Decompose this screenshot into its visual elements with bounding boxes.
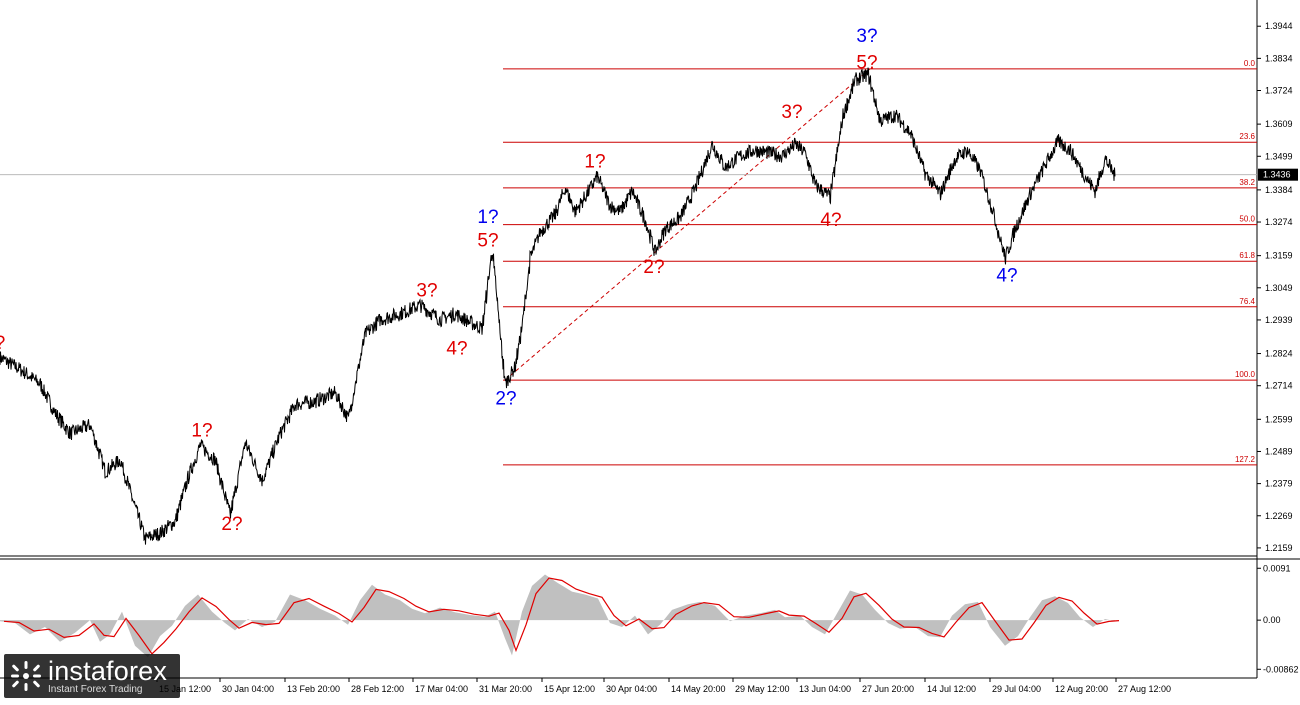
price-tick-label-11: 1.2714: [1265, 381, 1293, 391]
fib-label-0: 0.0: [1244, 59, 1256, 68]
logo-brand-text: instaforex: [48, 656, 168, 686]
wave-label-12: 3?: [856, 26, 877, 47]
wave-label-3: 3?: [416, 280, 437, 301]
time-tick-label-1: 30 Jan 04:00: [222, 684, 274, 694]
wave-label-4: 4?: [446, 339, 467, 360]
current-price-label: 1.3436: [1263, 170, 1291, 180]
wave-label-2: 2?: [221, 514, 242, 535]
fib-label-2: 38.2: [1239, 178, 1255, 187]
fib-label-3: 50.0: [1239, 215, 1255, 224]
time-tick-label-11: 27 Jun 20:00: [862, 684, 914, 694]
osc-tick-label-0: 0.0091: [1263, 563, 1291, 573]
price-tick-label-8: 1.3049: [1265, 283, 1293, 293]
time-tick-label-13: 29 Jul 04:00: [992, 684, 1041, 694]
price-tick-label-0: 1.3944: [1265, 21, 1293, 31]
time-tick-label-14: 12 Aug 20:00: [1055, 684, 1108, 694]
oscillator-histogram: [0, 574, 1115, 658]
wave-label-6: 5?: [477, 231, 498, 252]
time-tick-label-15: 27 Aug 12:00: [1118, 684, 1171, 694]
instaforex-logo: instaforex Instant Forex Trading: [4, 654, 180, 698]
wave-label-1: 1?: [191, 421, 212, 442]
osc-tick-label-1: 0.00: [1263, 615, 1281, 625]
price-tick-label-14: 1.2379: [1265, 479, 1293, 489]
time-tick-label-7: 30 Apr 04:00: [606, 684, 657, 694]
logo-tagline: Instant Forex Trading: [48, 684, 143, 695]
price-tick-label-16: 1.2159: [1265, 543, 1293, 553]
time-tick-label-9: 29 May 12:00: [735, 684, 790, 694]
fib-label-1: 23.6: [1239, 132, 1255, 141]
fib-label-4: 61.8: [1239, 251, 1255, 260]
wave-label-0: ?: [0, 333, 5, 354]
wave-label-10: 3?: [781, 102, 802, 123]
trend-line: [504, 68, 871, 381]
price-series-line: [0, 67, 1116, 545]
price-tick-label-10: 1.2824: [1265, 349, 1293, 359]
time-tick-label-4: 17 Mar 04:00: [415, 684, 468, 694]
fibonacci-layer: 0.0 23.6 38.2 50.0 61.8 76.4 100.0 127.2: [503, 59, 1257, 466]
price-tick-label-13: 1.2489: [1265, 446, 1293, 456]
price-tick-label-9: 1.2939: [1265, 315, 1293, 325]
price-tick-label-6: 1.3274: [1265, 217, 1293, 227]
time-tick-label-8: 14 May 20:00: [671, 684, 726, 694]
fib-label-6: 100.0: [1235, 370, 1256, 379]
wave-label-14: 4?: [996, 266, 1017, 287]
time-tick-label-12: 14 Jul 12:00: [927, 684, 976, 694]
wave-label-13: 5?: [856, 52, 877, 73]
price-tick-label-7: 1.3159: [1265, 251, 1293, 261]
price-tick-label-12: 1.2599: [1265, 414, 1293, 424]
wave-labels-layer: ? 1? 2? 3? 4? 1? 5? 2? 1? 2? 3? 4? 3? 5? 4?: [0, 26, 1018, 535]
price-axis-ticks: 1.3944 1.3834 1.3724 1.3609 1.3499 1.3384 1.32…: [1257, 21, 1298, 553]
wave-label-11: 4?: [820, 210, 841, 231]
time-axis-ticks: 15 Jan 12:00 30 Jan 04:00 13 Feb 20:00 28 F…: [156, 678, 1171, 694]
fib-label-5: 76.4: [1239, 297, 1255, 306]
price-tick-label-15: 1.2269: [1265, 511, 1293, 521]
osc-tick-label-2: -0.00862: [1263, 664, 1299, 674]
time-tick-label-6: 15 Apr 12:00: [544, 684, 595, 694]
price-series-layer: [0, 67, 1116, 545]
oscillator-signal-line: [3, 577, 1120, 655]
wave-label-7: 2?: [495, 388, 516, 409]
current-price-box: [1258, 168, 1298, 181]
time-tick-label-5: 31 Mar 20:00: [479, 684, 532, 694]
oscillator-axis-ticks: 0.0091 0.00 -0.00862: [1257, 563, 1299, 674]
instaforex-logo-icon: [11, 661, 41, 691]
time-tick-label-10: 13 Jun 04:00: [799, 684, 851, 694]
price-tick-label-3: 1.3609: [1265, 119, 1293, 129]
wave-label-8: 1?: [584, 152, 605, 173]
price-tick-label-1: 1.3834: [1265, 53, 1293, 63]
oscillator-layer: [0, 574, 1120, 658]
price-tick-label-5: 1.3384: [1265, 185, 1293, 195]
trend-line-layer: [0, 68, 1257, 381]
time-tick-label-0: 15 Jan 12:00: [159, 684, 211, 694]
time-tick-label-3: 28 Feb 12:00: [351, 684, 404, 694]
price-tick-label-4: 1.3499: [1265, 151, 1293, 161]
fib-label-7: 127.2: [1235, 455, 1256, 464]
time-tick-label-2: 13 Feb 20:00: [287, 684, 340, 694]
wave-label-5: 1?: [477, 207, 498, 228]
wave-label-9: 2?: [643, 257, 664, 278]
price-tick-label-2: 1.3724: [1265, 86, 1293, 96]
